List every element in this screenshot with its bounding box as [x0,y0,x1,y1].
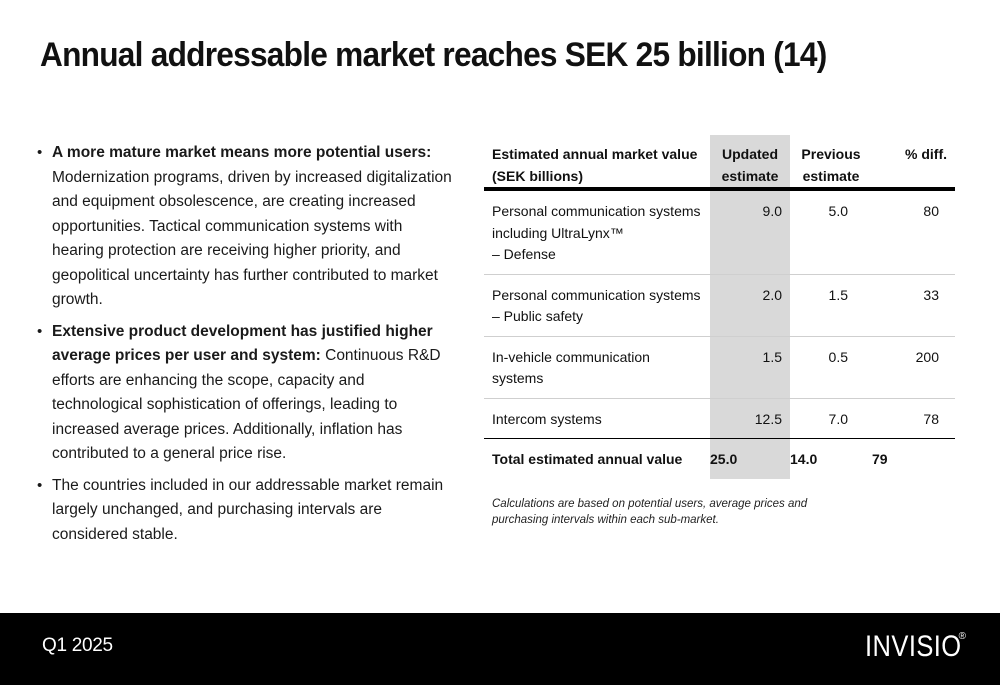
table-row: In-vehicle communication systems 1.5 0.5… [484,336,955,399]
bullet-list: A more mature market means more potentia… [34,141,454,554]
bullet-text: Modernization programs, driven by increa… [52,168,452,309]
row-label-line: – Defense [492,246,556,262]
row-diff: 80 [872,189,955,275]
total-diff: 79 [872,451,888,467]
header-previous-line1: Previous [801,146,861,162]
header-label: Estimated annual market value (SEK billi… [484,135,710,189]
row-label: Intercom systems [484,398,710,439]
header-label-line2: (SEK billions) [492,168,583,184]
row-label-line: Personal communication systems [492,286,701,303]
row-label-line: – Public safety [492,308,584,324]
bullet-bold: Extensive product development has justif… [52,322,433,365]
row-previous: 0.5 [790,336,872,399]
row-previous: 5.0 [790,189,872,275]
bullet-item: A more mature market means more potentia… [34,141,454,313]
row-label-line: Intercom systems [492,410,602,427]
header-updated: Updated estimate [710,135,790,189]
row-diff: 78 [872,398,955,439]
invisio-logo: INVISIO [865,630,962,663]
report-period: Q1 2025 [42,635,113,656]
total-label: Total estimated annual value [492,451,683,467]
bullet-item: The countries included in our addressabl… [34,474,454,548]
market-value-table: Estimated annual market value (SEK billi… [484,135,955,479]
row-updated: 12.5 [710,398,790,439]
row-label-line: In-vehicle communication [492,348,650,365]
bullet-bold: A more mature market means more potentia… [52,144,432,161]
row-updated: 2.0 [710,274,790,337]
row-diff: 33 [872,274,955,337]
row-label-line: Personal communication systems [492,203,701,219]
row-label-line: including UltraLynx™ [492,224,624,241]
header-label-line1: Estimated annual market value [492,146,698,162]
table-row: Personal communication systems including… [484,189,955,275]
table-header-row: Estimated annual market value (SEK billi… [484,135,955,189]
table-row: Intercom systems 12.5 7.0 78 [484,398,955,439]
header-previous-line2: estimate [802,168,860,184]
row-previous: 1.5 [790,274,872,337]
total-previous: 14.0 [790,451,818,467]
bullet-item: Extensive product development has justif… [34,320,454,467]
bullet-text: The countries included in our addressabl… [52,476,444,543]
market-table-section: Estimated annual market value (SEK billi… [484,135,955,528]
footer-bar: Q1 2025 INVISIO ® [0,613,1000,685]
header-diff: % diff. [905,146,947,162]
bullet-text: Continuous R&D efforts are enhancing the… [52,347,441,462]
table-total-row: Total estimated annual value 25.0 14.0 7… [484,438,955,479]
row-updated: 1.5 [710,336,790,399]
page-title: Annual addressable market reaches SEK 25… [40,36,827,74]
header-updated-line1: Updated [722,146,778,162]
row-diff: 200 [872,336,955,399]
header-previous: Previous estimate [790,135,872,189]
table-footnote: Calculations are based on potential user… [492,497,808,526]
row-updated: 9.0 [710,189,790,275]
total-updated: 25.0 [710,438,790,479]
row-label: Personal communication systems including… [484,189,710,275]
registered-mark: ® [958,631,966,642]
table-row: Personal communication systems – Public … [484,274,955,337]
row-label: In-vehicle communication systems [484,336,710,399]
header-updated-line2: estimate [721,168,779,184]
row-label: Personal communication systems – Public … [484,274,710,337]
row-label-line: systems [492,370,544,386]
row-previous: 7.0 [790,398,872,439]
